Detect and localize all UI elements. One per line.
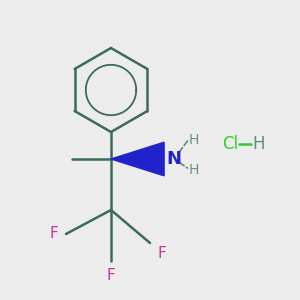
Text: H: H — [189, 163, 200, 176]
Text: F: F — [50, 226, 58, 242]
Text: F: F — [158, 246, 166, 261]
Text: H: H — [252, 135, 265, 153]
Polygon shape — [111, 142, 164, 176]
Text: F: F — [106, 268, 116, 284]
Text: N: N — [167, 150, 182, 168]
Text: H: H — [189, 133, 200, 146]
Text: Cl: Cl — [222, 135, 238, 153]
